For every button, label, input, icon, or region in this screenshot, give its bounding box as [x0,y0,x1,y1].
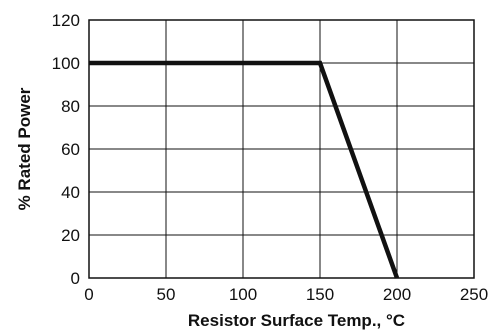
x-tick-label: 150 [306,285,334,304]
y-tick-label: 80 [61,97,80,116]
y-tick-label: 100 [52,54,80,73]
grid-lines [89,20,474,278]
derating-curve [89,60,400,279]
y-axis-title: % Rated Power [15,87,34,210]
x-axis-title: Resistor Surface Temp., °C [188,311,405,330]
y-tick-label: 60 [61,140,80,159]
series-layer [89,60,400,279]
x-tick-label: 200 [383,285,411,304]
x-tick-label: 250 [460,285,488,304]
y-tick-label: 0 [71,269,80,288]
x-tick-label: 50 [157,285,176,304]
x-tick-labels: 0 50 100 150 200 250 [84,285,488,304]
y-tick-label: 20 [61,226,80,245]
plot-frame [88,19,475,279]
y-tick-label: 40 [61,183,80,202]
x-tick-label: 100 [229,285,257,304]
x-tick-label: 0 [84,285,93,304]
y-tick-label: 120 [52,11,80,30]
y-tick-labels: 0 20 40 60 80 100 120 [52,11,80,288]
